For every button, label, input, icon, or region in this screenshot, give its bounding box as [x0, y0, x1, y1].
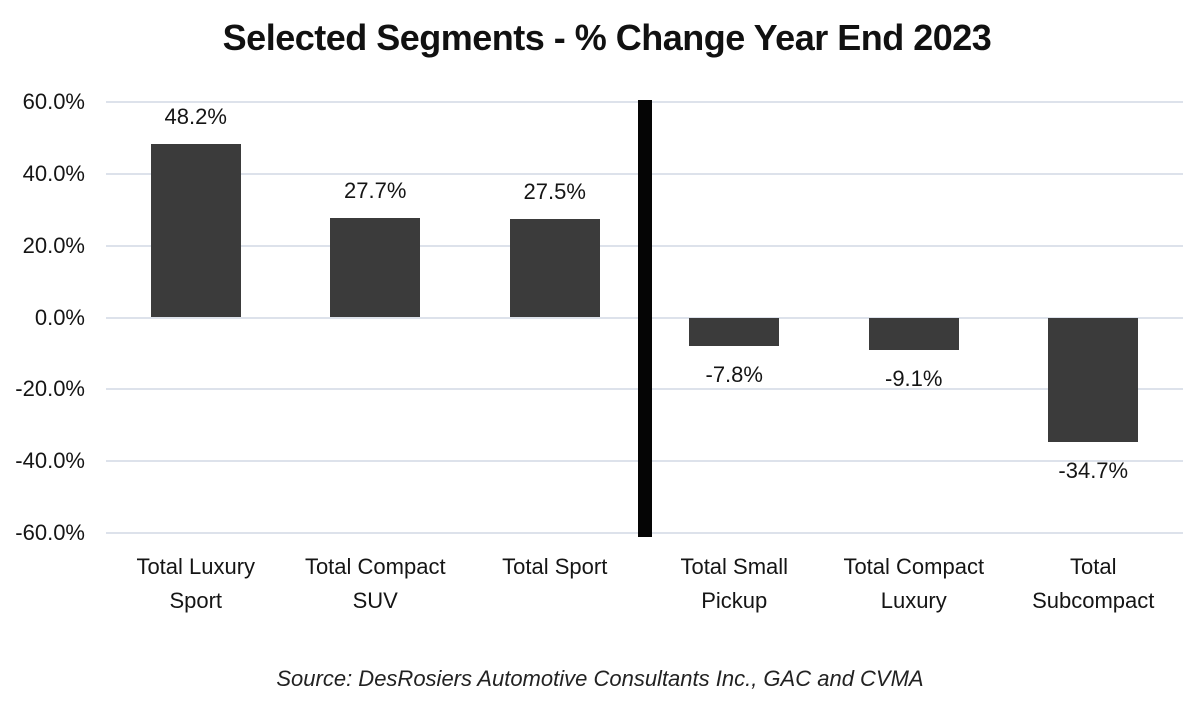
- category-label-line: Total Luxury: [136, 554, 256, 579]
- category-label-line: Total Compact: [843, 554, 985, 579]
- category-label: Total Compact SUV: [280, 550, 470, 618]
- bar-data-label: -9.1%: [885, 366, 943, 392]
- y-axis-tick-label: -40.0%: [15, 448, 85, 474]
- category-label-line: Subcompact: [1032, 588, 1155, 613]
- y-axis-tick-label: -20.0%: [15, 376, 85, 402]
- bar: [150, 144, 241, 318]
- category-label-line: Total Small: [680, 554, 789, 579]
- bar: [689, 317, 780, 346]
- bar-data-label: 48.2%: [164, 104, 227, 130]
- bar: [509, 218, 600, 318]
- category-label-line: Sport: [169, 588, 223, 613]
- bar-data-label: 27.5%: [523, 178, 586, 204]
- y-axis-tick-label: 40.0%: [22, 160, 85, 186]
- source-note: Source: DesRosiers Automotive Consultant…: [276, 666, 924, 691]
- category-label: Total Compact Luxury: [819, 550, 1009, 618]
- y-axis-tick-label: 20.0%: [22, 232, 85, 258]
- category-label-line: Total Compact: [304, 554, 446, 579]
- category-label: Total Subcompact: [998, 550, 1188, 618]
- bar: [1048, 317, 1139, 443]
- y-axis-tick-label: -60.0%: [15, 520, 85, 545]
- category-label-line: Total Sport: [502, 554, 608, 579]
- category-label-line: SUV: [352, 588, 398, 613]
- category-label-line: Luxury: [880, 588, 947, 613]
- category-label: Total Luxury Sport: [101, 550, 291, 618]
- category-label: Total Sport: [460, 550, 650, 584]
- category-label-line: Pickup: [701, 588, 768, 613]
- category-label: Total Small Pickup: [639, 550, 829, 618]
- y-axis-tick-label: 0.0%: [34, 304, 85, 330]
- category-label-line: Total: [1070, 554, 1117, 579]
- y-axis-tick-label: 60.0%: [22, 89, 85, 114]
- bar-data-label: 27.7%: [344, 178, 407, 203]
- bar: [330, 218, 421, 318]
- bar: [868, 317, 959, 351]
- bar-data-label: -7.8%: [705, 361, 763, 387]
- separator-line: [637, 100, 652, 537]
- bar-data-label: -34.7%: [1058, 458, 1129, 484]
- chart-title: Selected Segments - % Change Year End 20…: [222, 17, 992, 58]
